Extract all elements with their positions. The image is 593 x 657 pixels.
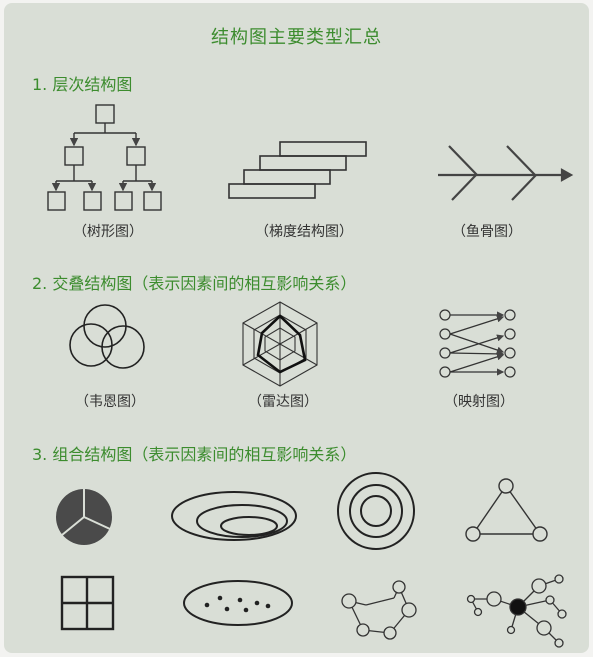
- nested-ellipses-diagram: [171, 491, 297, 541]
- caption-ladder: （梯度结构图）: [255, 224, 353, 240]
- mapping-diagram: [439, 309, 516, 378]
- venn-diagram: [69, 304, 145, 369]
- fishbone-diagram: [438, 145, 574, 201]
- radar-diagram: [242, 301, 318, 387]
- diagram-panel: 结构图主要类型汇总 1. 层次结构图 2. 交叠结构图（表示因素间的相互影响关系…: [4, 3, 589, 653]
- caption-venn: （韦恩图）: [75, 394, 145, 410]
- concentric-circles-diagram: [337, 472, 415, 550]
- section-composite-heading: 3. 组合结构图（表示因素间的相互影响关系）: [32, 445, 357, 464]
- caption-fishbone: （鱼骨图）: [452, 224, 522, 240]
- caption-mapping: （映射图）: [444, 394, 514, 410]
- caption-radar: （雷达图）: [248, 394, 318, 410]
- triangle-network-diagram: [465, 478, 548, 542]
- section-overlap-heading: 2. 交叠结构图（表示因素间的相互影响关系）: [32, 274, 357, 293]
- dotted-ellipse-diagram: [183, 580, 293, 626]
- section-hierarchy-heading: 1. 层次结构图: [32, 75, 133, 94]
- ladder-diagram: [228, 141, 367, 199]
- grid-square-diagram: [60, 575, 115, 631]
- pie-diagram: [56, 489, 112, 545]
- tree-diagram: [47, 104, 162, 211]
- hub-network-diagram: [466, 574, 567, 648]
- diagram-drawings: [47, 104, 574, 648]
- network-graph-diagram: [341, 580, 417, 640]
- page-title: 结构图主要类型汇总: [211, 27, 382, 48]
- caption-tree: （树形图）: [73, 224, 143, 240]
